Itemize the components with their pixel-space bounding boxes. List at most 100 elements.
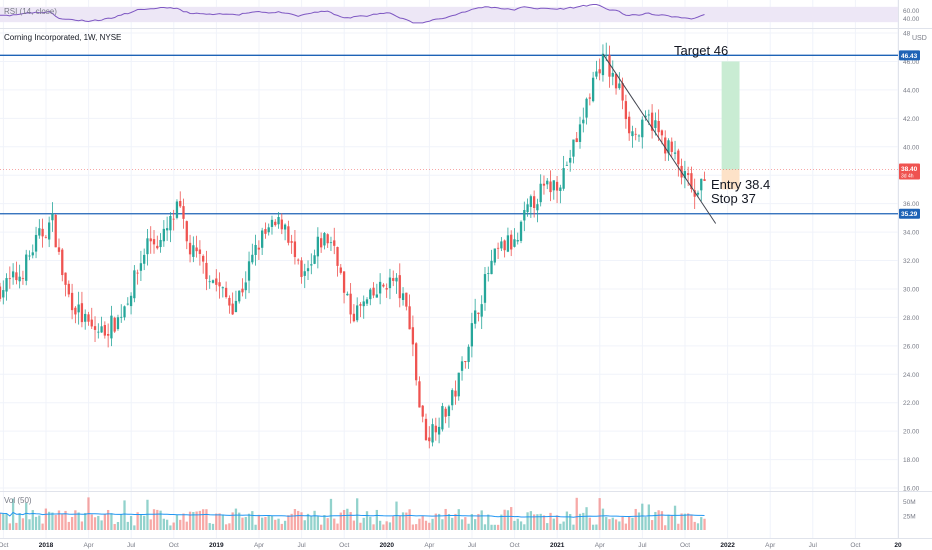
candle-body [572,139,575,157]
candle-body [182,206,185,219]
volume-bar [526,512,529,530]
price-tick-label: 22.00 [903,400,920,407]
volume-bar [421,515,424,530]
volume-bar [575,497,578,530]
time-tick-label: 2021 [550,542,565,549]
price-axis[interactable]: USD 4846.0044.0042.0040.0038.0036.0034.0… [898,0,927,538]
volume-bar [460,519,464,530]
candle-body [15,272,18,281]
candle-body [562,168,565,189]
candle-body [532,196,536,209]
candle-body [585,98,588,118]
candle-body [441,406,444,430]
candle-body [693,190,696,197]
volume-bar [411,524,415,530]
volume-bar [224,524,228,530]
candle-body [2,290,5,298]
support-badge-label: 35.29 [901,211,918,218]
volume-bar [405,512,408,530]
volume-bar [608,519,611,530]
candle-body [457,372,460,397]
volume-bar [356,498,359,530]
volume-bar [339,512,342,530]
price-tick-label: 48 [903,31,911,38]
candle-body [369,289,372,300]
volume-bar [378,520,382,530]
volume-bar [280,523,283,530]
volume-bar [667,514,670,530]
volume-bar [654,511,657,530]
price-tick-label: 36.00 [903,201,920,208]
candle-body [601,53,605,76]
candle-body [162,228,165,242]
descending-trendline[interactable] [602,54,717,224]
stop-annotation: Stop 37 [711,191,756,206]
volume-bar [408,509,411,530]
candle-body [57,247,61,252]
volume-bar [595,524,598,530]
candle-body [54,214,57,248]
candle-body [365,299,369,304]
volume-bar [628,516,631,530]
volume-bar [100,520,103,530]
volume-bar [454,513,457,530]
candle-body [306,268,310,272]
volume-bar [346,508,349,530]
candle-body [614,73,618,89]
volume-bar [274,519,277,530]
volume-bar [605,517,608,530]
candle-body [542,183,546,186]
volume-bar [21,518,25,530]
candle-body [696,192,700,195]
volume-bar [28,519,31,530]
candle-body [575,138,578,143]
candle-body [152,239,156,245]
volume-bar [362,517,365,530]
volume-bar [585,507,588,530]
candle-body [103,325,107,336]
volume-bar [369,516,372,530]
volume-bar [293,509,297,530]
volume-bar [401,512,405,530]
time-axis[interactable]: Oct 2018 Apr Jul Oct 2019 Apr Jul Oct 2020 Apr Jul O… [0,538,932,550]
candle-body [329,242,333,244]
volume-bar [156,509,159,530]
volume-bar [133,525,136,530]
candle-body [110,315,113,339]
candle-body [342,271,346,293]
volume-bar [202,509,205,530]
candle-body [356,305,359,321]
volume-bar [238,512,241,530]
volume-bar [349,512,352,530]
volume-bar [123,500,126,530]
volume-bar [290,513,293,530]
candle-body [159,239,162,248]
candle-body [51,213,54,221]
candle-body [506,235,510,252]
volume-bar [582,512,585,530]
volume-pane: Vol (50) 50M 25M [0,496,916,530]
volume-bar [120,514,123,530]
candle-body [480,304,483,317]
volume-bar [57,510,61,530]
volume-bar [637,512,641,530]
candle-body [677,150,680,165]
candle-body [215,278,218,285]
candle-body [336,247,339,266]
volume-bar [143,515,146,530]
candle-body [310,264,313,266]
candle-body [437,426,441,435]
price-tick-label: 20.00 [903,429,920,436]
candle-body [5,278,8,292]
volume-bar [601,508,605,530]
candle-body [293,241,297,258]
time-tick-label: Jul [468,542,477,549]
time-tick-labels: Oct 2018 Apr Jul Oct 2019 Apr Jul Oct 2020 Apr Jul O… [0,542,902,549]
volume-bar [113,524,116,530]
candle-body [650,112,654,131]
candle-body [644,115,647,118]
candle-body [516,240,519,242]
volume-bar [611,517,614,530]
